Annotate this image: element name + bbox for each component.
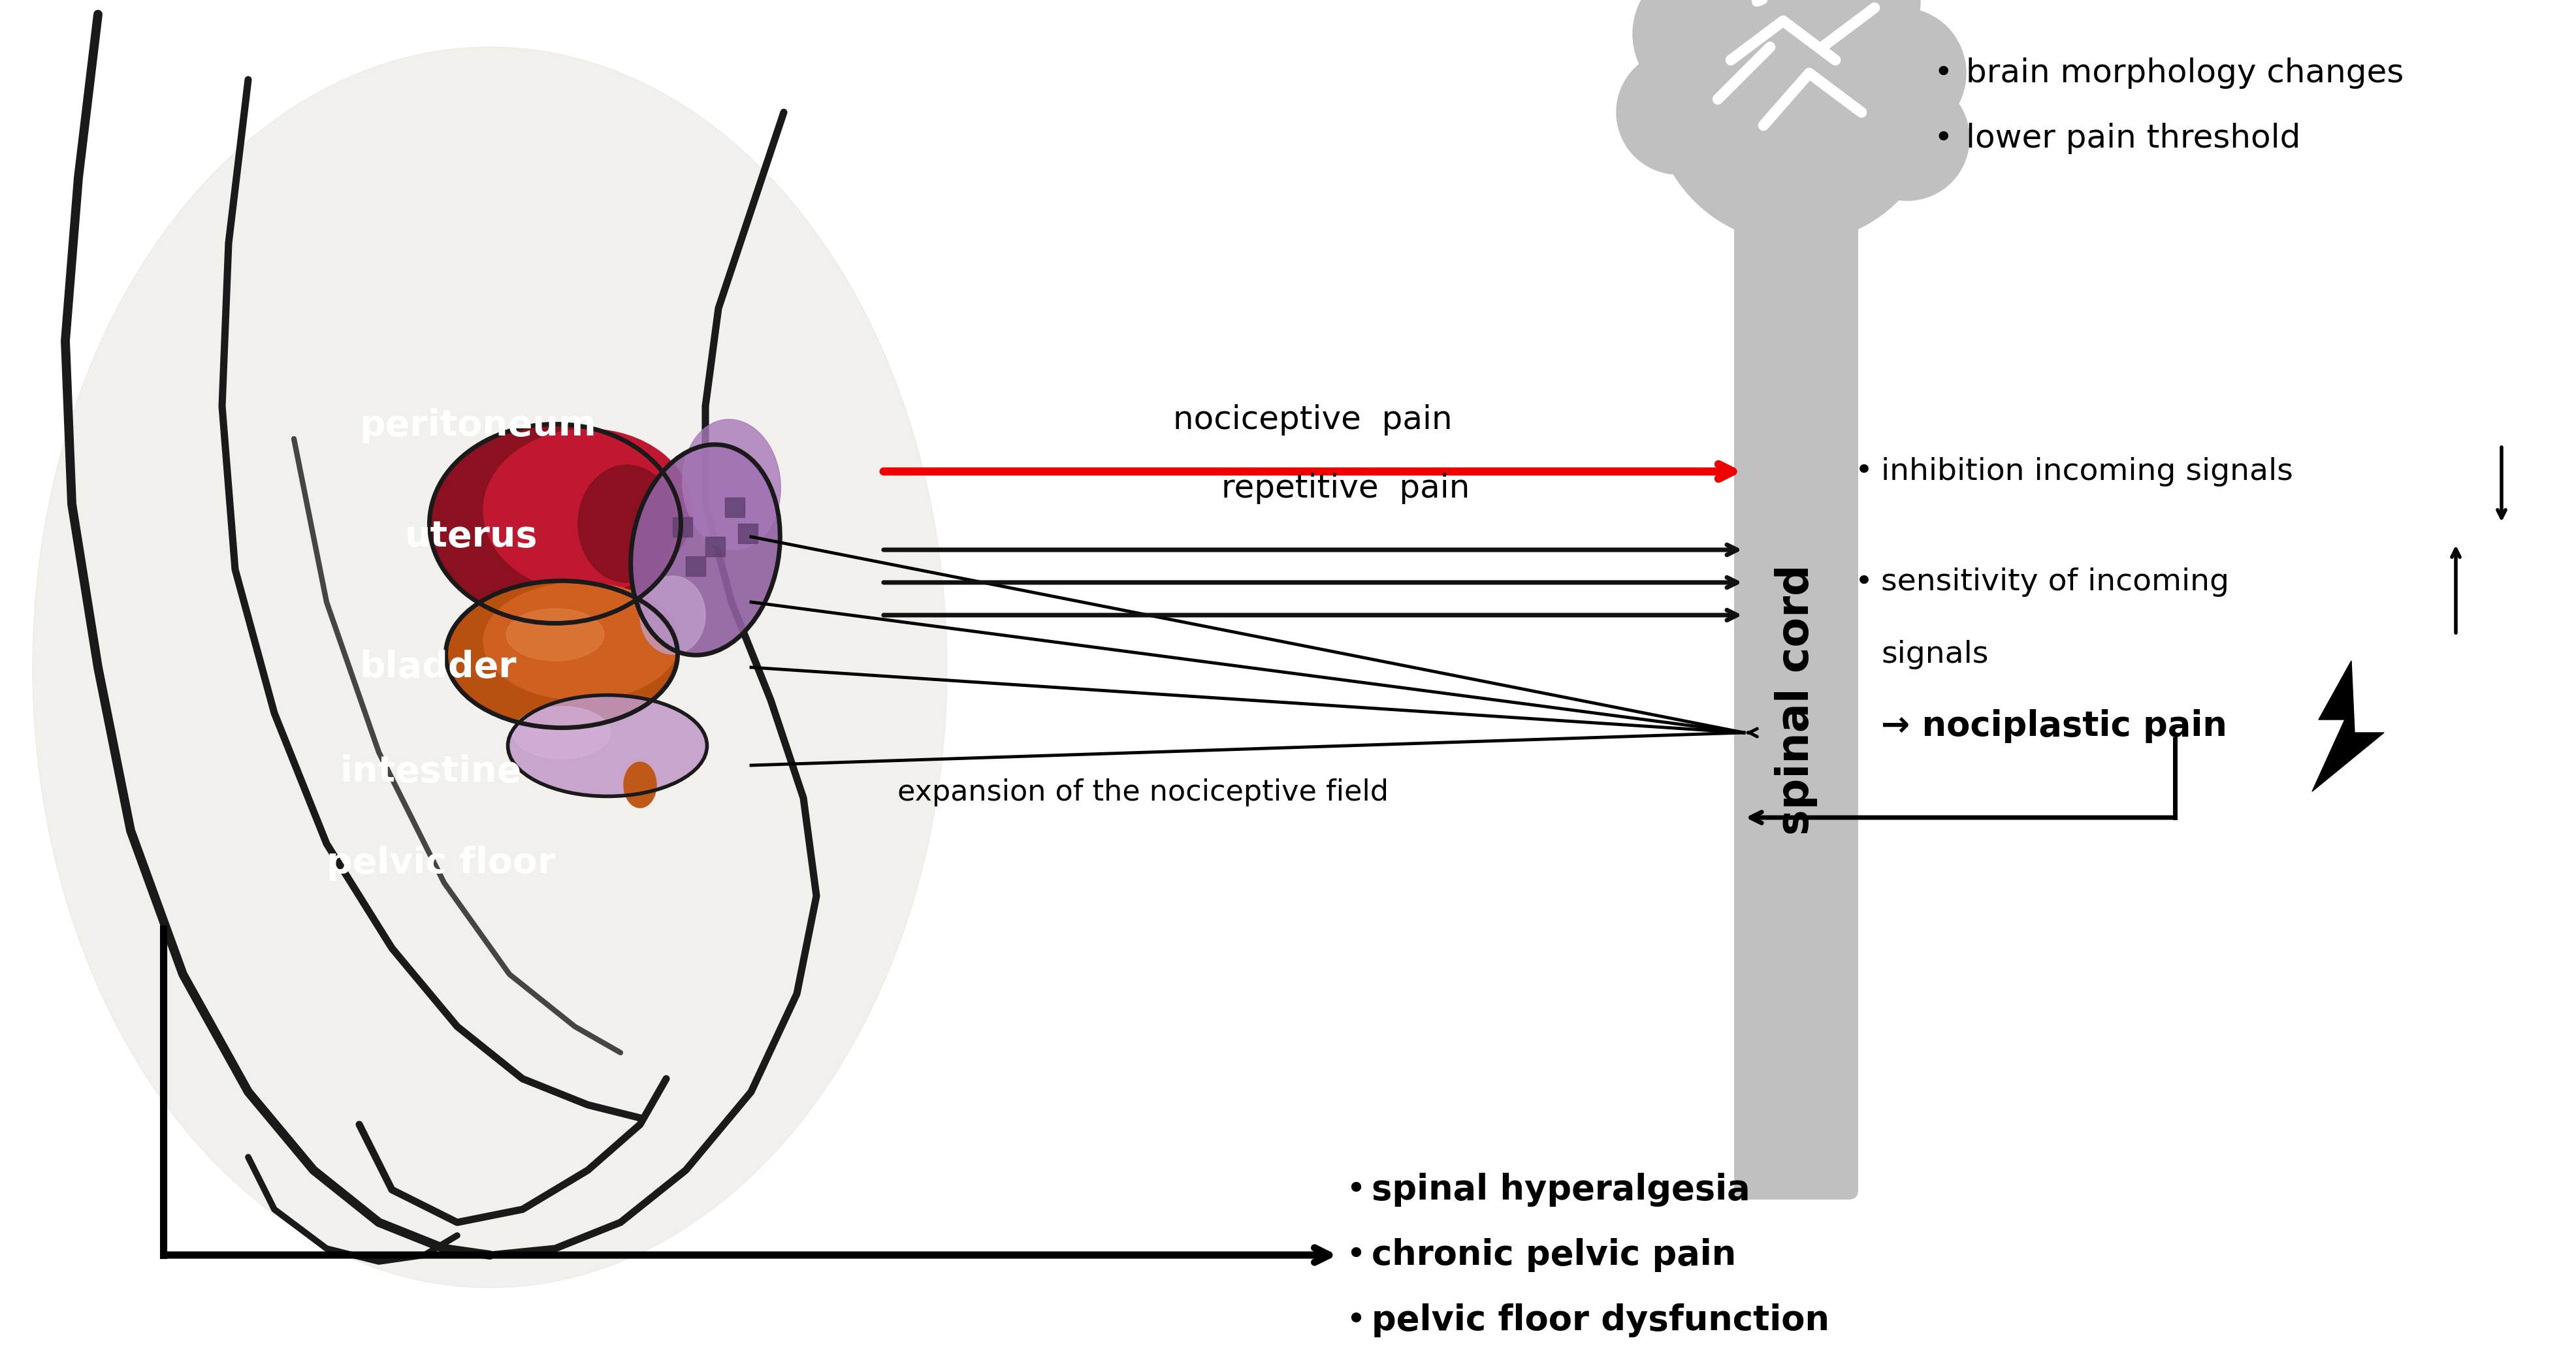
Bar — [706, 537, 724, 556]
Ellipse shape — [484, 429, 693, 593]
Ellipse shape — [510, 697, 706, 794]
Text: pelvic floor: pelvic floor — [327, 846, 556, 881]
Text: nociceptive  pain: nociceptive pain — [1172, 405, 1453, 436]
Text: brain morphology changes: brain morphology changes — [1965, 57, 2403, 89]
FancyBboxPatch shape — [1736, 93, 1855, 237]
Circle shape — [1844, 76, 1968, 200]
Circle shape — [1618, 50, 1741, 175]
Text: intestine: intestine — [340, 754, 520, 789]
Text: peritoneum: peritoneum — [358, 409, 595, 444]
Ellipse shape — [430, 426, 680, 621]
Text: •: • — [1345, 1238, 1365, 1272]
Text: signals: signals — [1880, 640, 1989, 668]
Ellipse shape — [513, 706, 611, 759]
Text: sensitivity of incoming: sensitivity of incoming — [1880, 568, 2228, 597]
Text: expansion of the nociceptive field: expansion of the nociceptive field — [896, 778, 1388, 806]
Text: •: • — [1935, 123, 1953, 154]
Text: •: • — [1855, 568, 1873, 597]
Ellipse shape — [631, 446, 778, 653]
Text: spinal hyperalgesia: spinal hyperalgesia — [1370, 1173, 1749, 1207]
Text: •: • — [1855, 457, 1873, 486]
Bar — [724, 498, 744, 517]
Ellipse shape — [33, 47, 948, 1288]
Circle shape — [1680, 0, 1808, 99]
Ellipse shape — [623, 762, 657, 808]
Circle shape — [1633, 0, 1777, 106]
Ellipse shape — [639, 576, 706, 655]
Bar — [672, 517, 693, 537]
Text: lower pain threshold: lower pain threshold — [1965, 123, 2300, 154]
Ellipse shape — [577, 465, 675, 583]
Text: spinal cord: spinal cord — [1775, 564, 1819, 835]
Text: •: • — [1345, 1303, 1365, 1337]
Text: bladder: bladder — [358, 649, 515, 685]
Text: pelvic floor dysfunction: pelvic floor dysfunction — [1370, 1303, 1829, 1337]
Text: inhibition incoming signals: inhibition incoming signals — [1880, 457, 2293, 486]
Bar — [685, 556, 706, 576]
Polygon shape — [2313, 660, 2383, 792]
Circle shape — [1777, 0, 1919, 73]
Text: chronic pelvic pain: chronic pelvic pain — [1370, 1238, 1736, 1272]
FancyBboxPatch shape — [1734, 200, 1857, 1200]
Ellipse shape — [448, 583, 675, 727]
Circle shape — [1698, 0, 1842, 60]
Bar — [739, 524, 757, 544]
Text: uterus: uterus — [404, 520, 538, 555]
Text: •: • — [1345, 1173, 1365, 1207]
Circle shape — [1651, 0, 1940, 244]
Ellipse shape — [484, 583, 680, 700]
Ellipse shape — [683, 419, 781, 549]
Ellipse shape — [507, 609, 605, 660]
Text: → nociplastic pain: → nociplastic pain — [1880, 709, 2228, 743]
Text: repetitive  pain: repetitive pain — [1221, 472, 1471, 505]
Circle shape — [1834, 8, 1965, 138]
Text: •: • — [1935, 57, 1953, 89]
